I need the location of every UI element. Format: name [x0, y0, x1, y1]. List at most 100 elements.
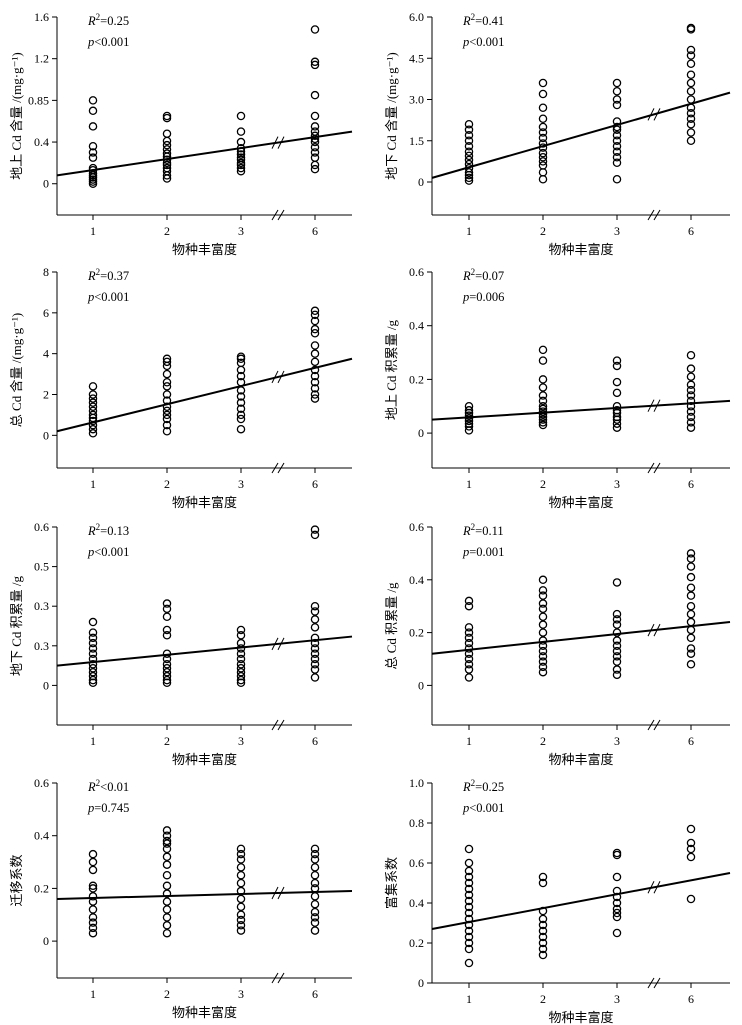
r2-annotation: R2=0.11 — [462, 522, 504, 538]
data-point — [310, 654, 320, 664]
data-point — [162, 382, 172, 391]
data-point — [612, 147, 622, 156]
data-point — [686, 120, 696, 129]
data-point — [236, 915, 246, 925]
data-point — [612, 401, 622, 411]
y-tick-label: 0.2 — [409, 936, 424, 950]
data-point — [236, 894, 246, 904]
data-point — [236, 166, 246, 176]
data-point — [686, 660, 696, 669]
y-axis-title: 地下 Cd 积累量 /g — [9, 575, 24, 676]
x-tick-label: 1 — [466, 224, 472, 238]
data-point — [612, 609, 622, 619]
axis-break — [277, 209, 285, 221]
data-point — [310, 25, 320, 34]
x-tick-label: 1 — [466, 992, 472, 1006]
data-point — [538, 938, 548, 948]
data-point — [88, 153, 98, 162]
data-point — [236, 671, 246, 681]
data-point — [310, 365, 320, 375]
y-tick-label: 0.6 — [34, 520, 49, 534]
x-tick-label: 3 — [238, 987, 244, 1001]
data-point — [686, 583, 696, 592]
data-point — [236, 111, 246, 121]
data-point — [686, 625, 696, 635]
data-point — [310, 122, 320, 131]
p-annotation: p=0.006 — [462, 290, 504, 304]
data-point — [464, 176, 474, 185]
data-point — [686, 852, 696, 862]
data-point — [236, 663, 246, 673]
y-tick-label: 1.6 — [34, 10, 49, 24]
x-axis-title: 物种丰富度 — [172, 495, 237, 510]
data-point — [162, 667, 172, 677]
data-point — [538, 646, 548, 656]
x-tick-label: 1 — [90, 224, 96, 238]
axis-break — [271, 972, 279, 984]
y-tick-label: 0 — [43, 934, 49, 948]
axis-break — [277, 719, 285, 731]
data-point — [162, 426, 172, 436]
data-point — [538, 345, 548, 355]
x-tick-label: 3 — [614, 734, 620, 748]
data-point — [464, 151, 474, 161]
data-point — [310, 649, 320, 658]
data-point — [88, 402, 98, 411]
data-point — [88, 923, 98, 933]
data-point — [310, 60, 320, 70]
data-point — [236, 410, 246, 420]
data-point — [310, 673, 320, 682]
data-point — [538, 872, 548, 882]
axis-break — [653, 977, 661, 989]
data-point — [538, 604, 548, 614]
data-point — [310, 623, 320, 632]
data-point — [236, 371, 246, 381]
data-point — [236, 649, 246, 658]
data-point — [538, 356, 548, 365]
data-point — [464, 938, 474, 948]
x-axis-title: 物种丰富度 — [548, 752, 613, 767]
regression-line — [56, 635, 353, 667]
data-point — [236, 638, 246, 648]
data-point — [538, 375, 548, 384]
data-point — [310, 926, 320, 935]
y-tick-label: 0.85 — [28, 93, 49, 107]
data-point — [612, 578, 622, 587]
data-point — [310, 127, 320, 136]
axis-break — [277, 972, 285, 984]
y-tick-label: 0 — [418, 678, 424, 692]
data-point — [612, 377, 622, 387]
data-point — [538, 652, 548, 661]
data-point — [88, 654, 98, 664]
x-tick-label: 6 — [312, 734, 318, 748]
data-point — [538, 932, 548, 942]
y-tick-label: 6.0 — [409, 10, 424, 24]
x-axis-title: 物种丰富度 — [548, 495, 613, 510]
data-point — [88, 382, 98, 391]
data-point — [236, 398, 246, 407]
data-point — [464, 406, 474, 415]
y-tick-label: 1.0 — [409, 776, 424, 790]
data-point — [162, 844, 172, 854]
y-axis-title: 总 Cd 含量 /(mg·g⁻¹) — [9, 313, 24, 427]
data-point — [162, 897, 172, 906]
data-point — [612, 125, 622, 135]
y-tick-label: 0.6 — [409, 265, 424, 279]
data-point — [612, 628, 622, 637]
data-point — [162, 881, 172, 891]
axis-break — [653, 209, 661, 221]
data-point — [686, 396, 696, 406]
data-point — [464, 596, 474, 606]
data-point — [686, 364, 696, 373]
data-point — [612, 892, 622, 902]
data-point — [538, 412, 548, 422]
data-point — [88, 163, 98, 173]
axis-break — [647, 719, 655, 731]
data-point — [162, 155, 172, 165]
data-point — [538, 641, 548, 651]
data-point — [162, 654, 172, 664]
data-point — [612, 117, 622, 126]
data-point — [236, 849, 246, 859]
data-point — [310, 90, 320, 100]
